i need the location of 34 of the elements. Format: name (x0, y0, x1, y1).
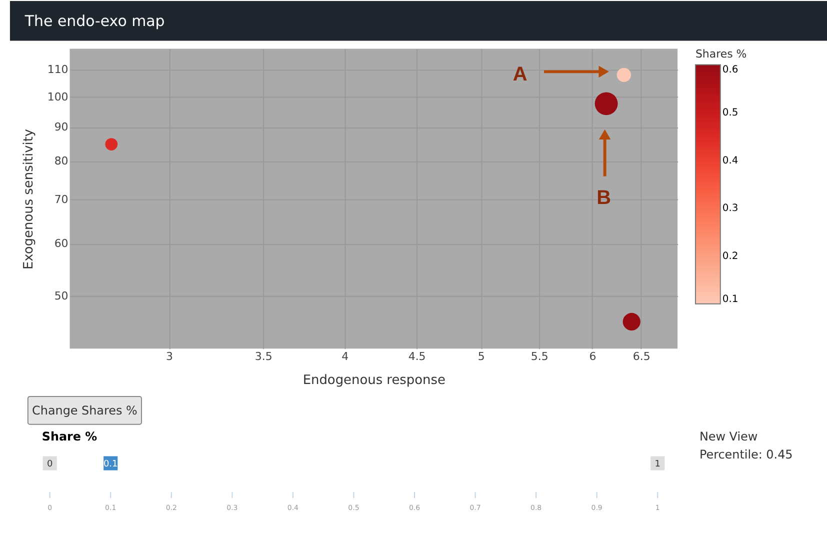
color-bar-title: Shares % (695, 48, 747, 61)
x-tick-label: 3 (166, 350, 173, 364)
x-tick-label: 5 (478, 350, 485, 364)
text: 0.1 (103, 459, 118, 470)
x-tick-label: 6.5 (632, 350, 650, 364)
y-tick-label: 70 (54, 192, 68, 206)
y-tick-label: 60 (54, 237, 68, 250)
color-bar-label: 0.5 (722, 108, 738, 119)
color-bar-label: 0.1 (722, 294, 738, 305)
x-tick-label: 5.5 (530, 350, 548, 364)
y-axis-title: Exogenous sensitivity (21, 128, 36, 270)
x-tick-label: 4.5 (408, 350, 426, 364)
x-tick-label: 3.5 (254, 350, 272, 364)
y-tick-label: 80 (54, 154, 68, 168)
y-tick-label: 90 (54, 120, 68, 134)
color-bar-label: 0.6 (722, 64, 738, 76)
x-axis-title: Endogenous response (302, 373, 446, 388)
color-bar-label: 0.4 (722, 155, 738, 166)
text: Change Shares % (32, 403, 138, 418)
text: Percentile: 0.45 (699, 447, 793, 462)
y-tick-label: 100 (47, 90, 68, 104)
text: 0 (46, 459, 53, 470)
x-tick-label: 4 (342, 350, 349, 364)
text: 1 (654, 459, 660, 470)
chart-title: The endo-exo map (24, 12, 165, 30)
y-tick-label: 50 (54, 289, 68, 302)
x-tick-label: 6 (589, 350, 596, 364)
text: New View (699, 429, 758, 444)
text: Share % (42, 429, 98, 444)
y-tick-label: 110 (47, 63, 68, 76)
annotation: B (596, 187, 612, 210)
annotation: A (512, 64, 528, 86)
color-bar-label: 0.3 (722, 203, 738, 214)
color-bar-label: 0.2 (722, 251, 738, 262)
